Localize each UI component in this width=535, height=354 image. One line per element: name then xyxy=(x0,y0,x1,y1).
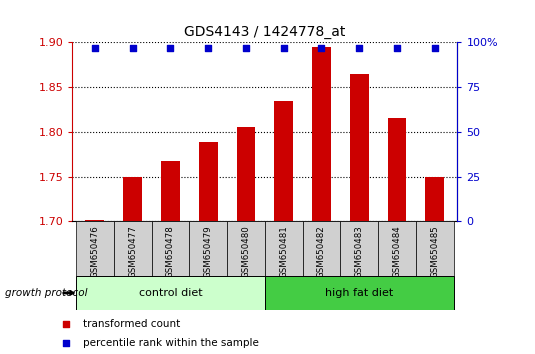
Text: GSM650480: GSM650480 xyxy=(241,225,250,278)
Point xyxy=(355,45,363,51)
FancyBboxPatch shape xyxy=(378,221,416,276)
Point xyxy=(204,45,212,51)
Bar xyxy=(274,102,293,221)
Text: GSM650485: GSM650485 xyxy=(430,225,439,278)
FancyBboxPatch shape xyxy=(114,221,151,276)
FancyBboxPatch shape xyxy=(265,221,303,276)
FancyBboxPatch shape xyxy=(303,221,340,276)
Text: GSM650483: GSM650483 xyxy=(355,225,364,278)
FancyBboxPatch shape xyxy=(265,276,454,310)
FancyBboxPatch shape xyxy=(189,221,227,276)
FancyBboxPatch shape xyxy=(151,221,189,276)
Point xyxy=(166,45,175,51)
Bar xyxy=(387,119,407,221)
Point xyxy=(317,45,326,51)
FancyBboxPatch shape xyxy=(76,276,265,310)
Point xyxy=(279,45,288,51)
Point xyxy=(62,321,71,327)
Point xyxy=(90,45,99,51)
Point xyxy=(393,45,401,51)
Text: GSM650482: GSM650482 xyxy=(317,225,326,278)
Bar xyxy=(312,47,331,221)
Text: high fat diet: high fat diet xyxy=(325,288,393,298)
Text: control diet: control diet xyxy=(139,288,202,298)
Point xyxy=(431,45,439,51)
Text: GSM650479: GSM650479 xyxy=(204,225,213,278)
Text: transformed count: transformed count xyxy=(83,319,181,329)
Text: GSM650477: GSM650477 xyxy=(128,225,137,278)
Bar xyxy=(350,74,369,221)
Bar xyxy=(198,142,218,221)
Point xyxy=(62,341,71,346)
FancyBboxPatch shape xyxy=(76,221,114,276)
Bar xyxy=(161,161,180,221)
Text: growth protocol: growth protocol xyxy=(5,288,88,298)
Point xyxy=(128,45,137,51)
Point xyxy=(242,45,250,51)
Text: GSM650476: GSM650476 xyxy=(90,225,100,278)
FancyBboxPatch shape xyxy=(340,221,378,276)
Title: GDS4143 / 1424778_at: GDS4143 / 1424778_at xyxy=(184,25,346,39)
Text: GSM650478: GSM650478 xyxy=(166,225,175,278)
Text: GSM650481: GSM650481 xyxy=(279,225,288,278)
Text: percentile rank within the sample: percentile rank within the sample xyxy=(83,338,259,348)
FancyBboxPatch shape xyxy=(416,221,454,276)
FancyBboxPatch shape xyxy=(227,221,265,276)
Bar xyxy=(236,126,255,221)
Bar xyxy=(86,220,104,221)
Bar xyxy=(425,177,444,221)
Text: GSM650484: GSM650484 xyxy=(393,225,401,278)
Bar xyxy=(123,177,142,221)
